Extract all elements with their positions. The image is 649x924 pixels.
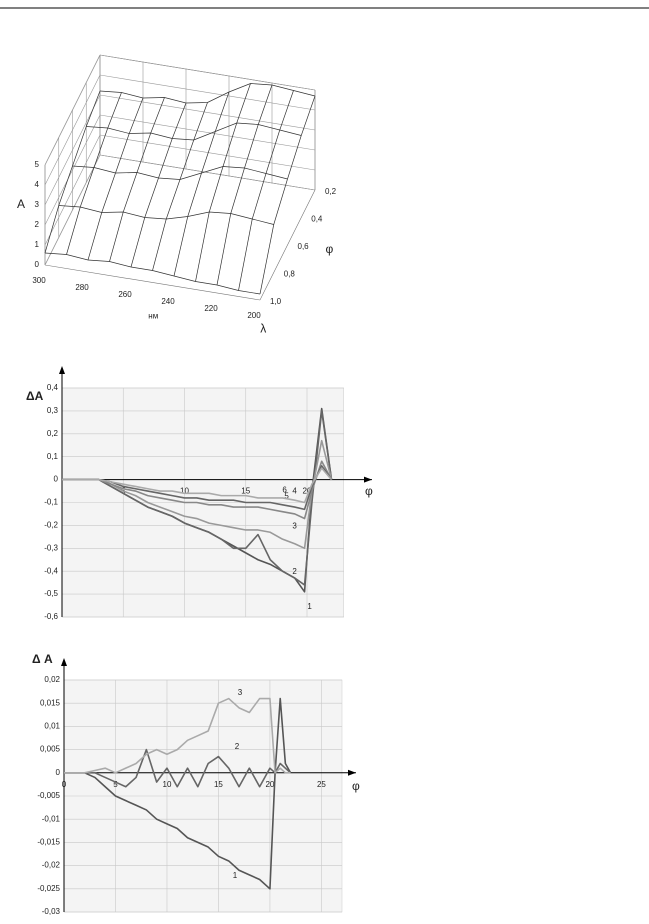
z-tick-label: 3 [35, 200, 40, 209]
y-tick-label: 0,02 [44, 675, 60, 684]
box-edge [44, 264, 261, 301]
surface-column [259, 95, 316, 295]
x-axis-label: λ [260, 321, 266, 335]
series-line [64, 697, 291, 774]
surface-column [216, 84, 273, 286]
y-tick-label: 0,4 [47, 383, 59, 392]
grid-line [99, 154, 316, 191]
series-label: 5 [284, 491, 289, 500]
z-tick-label: 5 [35, 160, 40, 169]
y-tick-label: -0,2 [44, 521, 58, 530]
y-tick-label: -0,015 [37, 838, 60, 847]
surface-column [109, 97, 165, 262]
y-tick-label: 0,1 [47, 452, 59, 461]
grid-line [99, 114, 316, 151]
series-line [62, 465, 333, 511]
y-tick-label: 0 [54, 475, 59, 484]
series-line [64, 748, 292, 788]
z-tick-label: 2 [35, 220, 40, 229]
y-tick-label: 0,4 [311, 215, 323, 224]
y-tick-label: -0,3 [44, 543, 58, 552]
surface-column [66, 92, 122, 255]
y-tick-label: -0,1 [44, 498, 58, 507]
series-line [62, 460, 333, 520]
grid-line [99, 134, 316, 171]
series-label: 3 [292, 521, 297, 530]
grid-line [99, 54, 316, 91]
surface-column [152, 102, 208, 271]
y-axis-arrow [59, 366, 65, 374]
x-tick-label: 25 [317, 780, 326, 789]
series-label: 6 [282, 486, 287, 495]
series-line [62, 439, 333, 550]
surface-column [87, 97, 144, 261]
series-label: 2 [292, 567, 297, 576]
y-tick-label: 0,2 [47, 429, 59, 438]
surface-row [58, 205, 274, 225]
y-tick-label: 0,6 [298, 242, 310, 251]
y-tick-label: 0,2 [325, 187, 337, 196]
surface-column [44, 90, 101, 254]
series-label: 3 [238, 688, 243, 697]
series-label: 1 [233, 871, 238, 880]
y-axis-label: Δ A [32, 652, 53, 666]
x-tick-label: 10 [163, 780, 172, 789]
series-line [62, 467, 333, 504]
x-tick-label: 5 [113, 780, 118, 789]
x-tick-label: 260 [118, 290, 132, 299]
series-label: 2 [235, 742, 240, 751]
y-tick-label: 0,8 [284, 270, 296, 279]
x-axis-label: φ [352, 779, 360, 793]
x-tick-label: 300 [32, 276, 46, 285]
surface-column [130, 102, 187, 268]
z-axis-label: A [17, 197, 25, 211]
y-tick-label: -0,02 [42, 861, 61, 870]
x-axis-arrow [364, 476, 372, 483]
y-axis-label: φ [326, 242, 334, 256]
y-tick-label: 1,0 [270, 297, 282, 306]
surface-row [86, 122, 302, 141]
grid-line [99, 74, 316, 111]
surface-column [238, 90, 294, 291]
y-axis-arrow [61, 658, 67, 666]
series-line [62, 410, 333, 586]
x-axis-unit: нм [148, 311, 158, 320]
x-axis-arrow [348, 769, 356, 776]
x-tick-label: 220 [204, 304, 218, 313]
series-label: 4 [292, 487, 297, 496]
surface-column [195, 83, 251, 282]
y-tick-label: 0 [56, 768, 61, 777]
y-tick-label: -0,03 [42, 907, 61, 916]
box-edge [259, 189, 316, 301]
x-tick-label: 240 [161, 297, 175, 306]
surface-column [173, 91, 230, 277]
y-tick-label: 0,005 [40, 745, 61, 754]
y-tick-label: -0,01 [42, 814, 61, 823]
y-tick-label: -0,5 [44, 589, 58, 598]
x-tick-label: 280 [75, 283, 89, 292]
y-tick-label: 0,3 [47, 406, 59, 415]
y-tick-label: -0,4 [44, 566, 58, 575]
grid-line [99, 94, 316, 131]
z-tick-label: 4 [35, 180, 40, 189]
y-tick-label: -0,005 [37, 791, 60, 800]
x-tick-label: 15 [241, 487, 250, 496]
x-tick-label: 10 [180, 487, 189, 496]
x-tick-label: 20 [265, 780, 274, 789]
series-label: 1 [307, 602, 312, 611]
z-tick-label: 1 [35, 240, 40, 249]
z-tick-label: 0 [35, 260, 40, 269]
y-tick-label: 0,01 [44, 722, 60, 731]
series-line [64, 697, 292, 890]
x-tick-label: 15 [214, 780, 223, 789]
y-axis-label: ΔA [26, 389, 44, 403]
x-tick-label: 200 [247, 311, 261, 320]
y-tick-label: 0,015 [40, 698, 61, 707]
x-axis-label: φ [365, 484, 373, 498]
y-tick-label: -0,025 [37, 884, 60, 893]
x-tick-label: 20 [303, 487, 312, 496]
y-tick-label: -0,6 [44, 612, 58, 621]
